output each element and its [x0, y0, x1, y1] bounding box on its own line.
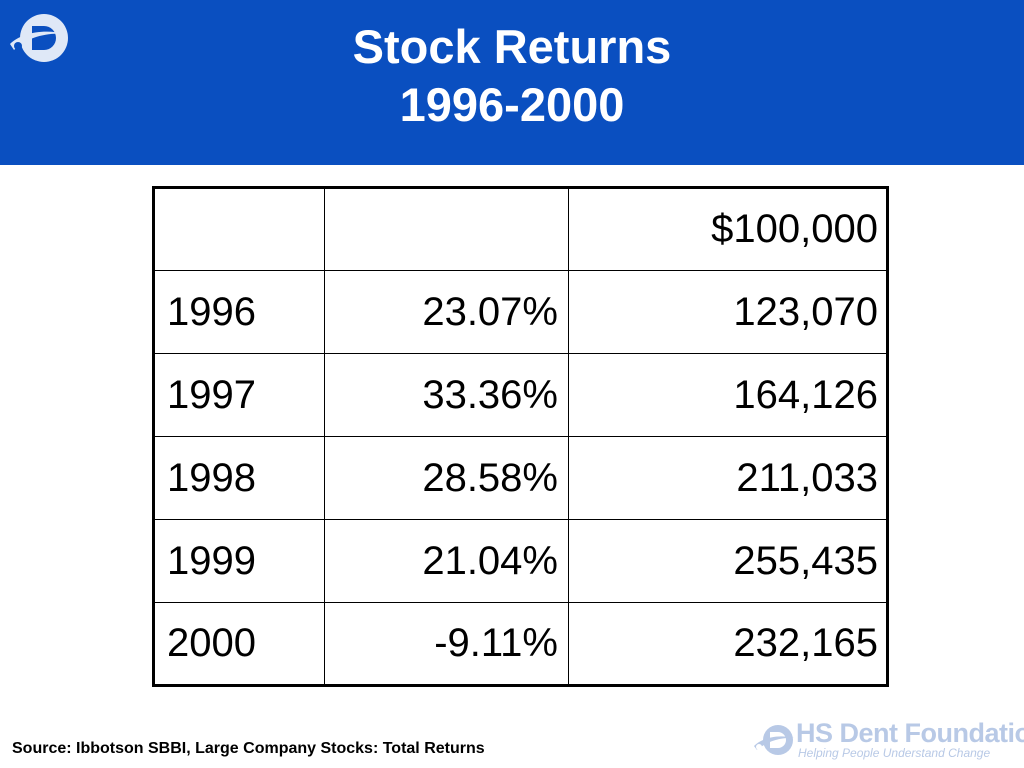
table-row: 2000 -9.11% 232,165 [153, 602, 888, 686]
return-cell: 21.04% [324, 519, 569, 603]
hs-dent-swoosh-icon [754, 725, 794, 755]
page-title: Stock Returns 1996-2000 [0, 18, 1024, 134]
value-cell: $100,000 [568, 187, 888, 271]
title-line-1: Stock Returns [352, 20, 672, 73]
return-cell: 23.07% [324, 270, 569, 354]
returns-table: $100,000 1996 23.07% 123,070 1997 33.36%… [152, 186, 889, 687]
brand-name: HS Dent Foundation [796, 718, 1024, 748]
table-row: 1998 28.58% 211,033 [153, 436, 888, 520]
return-cell: -9.11% [324, 602, 569, 686]
value-cell: 255,435 [568, 519, 888, 603]
table-row: $100,000 [153, 187, 888, 271]
return-cell: 33.36% [324, 353, 569, 437]
value-cell: 211,033 [568, 436, 888, 520]
year-cell [153, 187, 325, 271]
title-banner: Stock Returns 1996-2000 [0, 0, 1024, 165]
year-cell: 1998 [153, 436, 325, 520]
value-cell: 123,070 [568, 270, 888, 354]
table-row: 1997 33.36% 164,126 [153, 353, 888, 437]
return-cell: 28.58% [324, 436, 569, 520]
source-note: Source: Ibbotson SBBI, Large Company Sto… [12, 740, 485, 757]
table-row: 1999 21.04% 255,435 [153, 519, 888, 603]
brand-logo: HS Dent Foundation Helping People Unders… [752, 716, 1024, 764]
return-cell [324, 187, 569, 271]
brand-tagline: Helping People Understand Change [798, 746, 991, 760]
table-row: 1996 23.07% 123,070 [153, 270, 888, 354]
year-cell: 1996 [153, 270, 325, 354]
value-cell: 232,165 [568, 602, 888, 686]
year-cell: 1997 [153, 353, 325, 437]
year-cell: 2000 [153, 602, 325, 686]
value-cell: 164,126 [568, 353, 888, 437]
title-line-2: 1996-2000 [399, 78, 625, 131]
year-cell: 1999 [153, 519, 325, 603]
hs-dent-swoosh-icon [10, 14, 68, 62]
returns-table-wrap: $100,000 1996 23.07% 123,070 1997 33.36%… [152, 186, 889, 687]
